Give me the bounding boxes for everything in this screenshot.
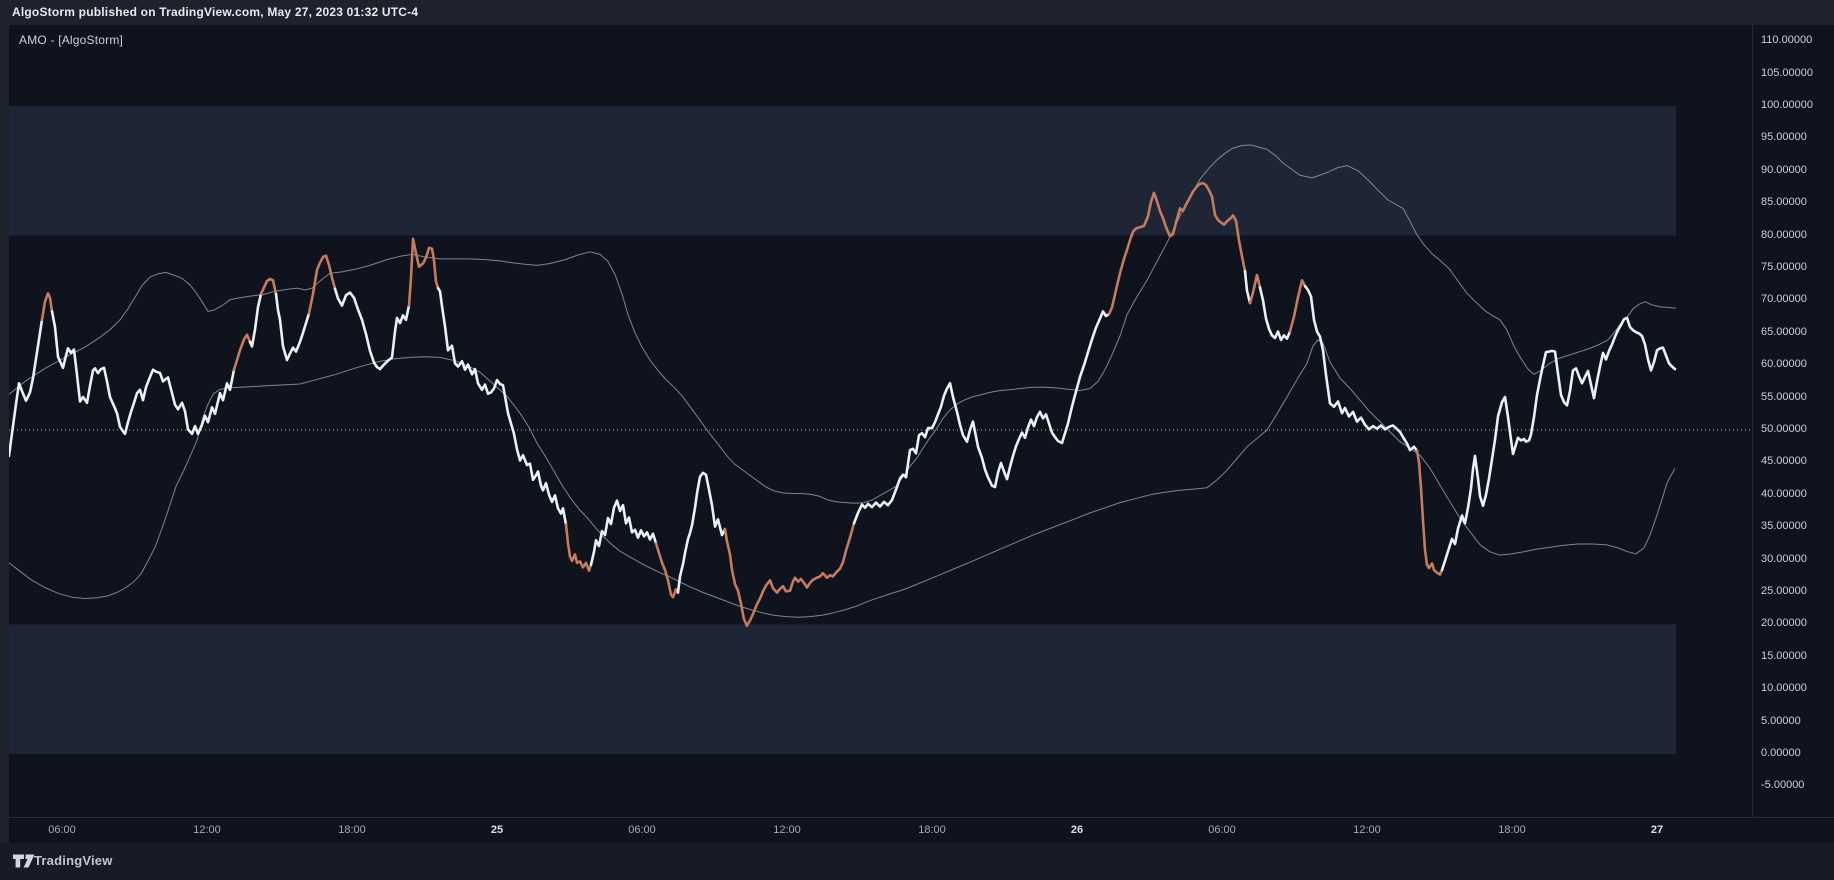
price-label--5: -5.00000 — [1761, 779, 1805, 792]
oscillator-segment-20 — [1258, 286, 1292, 342]
price-label-10: 10.00000 — [1761, 682, 1807, 695]
oscillator-alert-segment-17 — [1107, 181, 1247, 316]
price-label-25: 25.00000 — [1761, 585, 1807, 597]
time-label-25: 25 — [490, 824, 504, 836]
price-label-80: 80.00000 — [1761, 228, 1807, 241]
oscillator-segment-22 — [1303, 284, 1419, 453]
oscillator-segment-10 — [436, 286, 568, 526]
price-label-110: 110.00000 — [1761, 34, 1813, 47]
price-label-95: 95.00000 — [1761, 131, 1807, 144]
time-label-27: 27 — [1650, 824, 1664, 836]
price-label-50: 50.00000 — [1761, 423, 1807, 435]
oscillator-alert-segment-3 — [232, 333, 252, 372]
oscillator-segment-16 — [852, 310, 1111, 525]
oscillator-segment-18 — [1243, 269, 1252, 305]
price-label-60: 60.00000 — [1761, 358, 1807, 371]
oscillator-alert-segment-15 — [723, 521, 856, 628]
oscillator-alert-segment-7 — [307, 254, 337, 315]
oscillator-alert-segment-21 — [1288, 278, 1307, 333]
tradingview-logo-icon[interactable] — [13, 854, 35, 868]
time-label-1200: 12:00 — [773, 824, 801, 836]
oscillator-segment-24 — [1440, 316, 1677, 572]
price-label-70: 70.00000 — [1761, 293, 1807, 306]
price-label-35: 35.00000 — [1761, 520, 1807, 533]
price-label-0: 0.00000 — [1761, 747, 1801, 759]
time-label-0600: 06:00 — [48, 824, 76, 836]
oscillator-segment-4 — [248, 292, 263, 348]
price-axis[interactable]: 110.00000 105.00000 100.00000 95.00000 90.00… — [1752, 25, 1834, 817]
oscillator-alert-segment-23 — [1415, 449, 1444, 576]
time-label-0600: 06:00 — [1208, 824, 1236, 836]
oscillator-segment-8 — [333, 287, 411, 371]
zone-0-20 — [9, 624, 1676, 754]
oscillator-segment-2 — [50, 310, 236, 436]
time-label-1800: 18:00 — [338, 824, 366, 836]
time-label-1200: 12:00 — [1353, 824, 1381, 836]
time-label-0600: 06:00 — [628, 824, 656, 836]
tradingview-wordmark[interactable]: TradingView — [34, 853, 113, 868]
price-label-5: 5.00000 — [1761, 714, 1801, 727]
price-label-20: 20.00000 — [1761, 617, 1807, 630]
branding-bar: TradingView — [0, 843, 1834, 880]
price-label-100: 100.00000 — [1761, 99, 1813, 111]
oscillator-alert-segment-9 — [407, 237, 440, 307]
price-label-65: 65.00000 — [1761, 325, 1807, 338]
price-label-45: 45.00000 — [1761, 455, 1807, 468]
price-label-85: 85.00000 — [1761, 196, 1807, 209]
oscillator-alert-segment-1 — [40, 291, 54, 322]
oscillator-alert-segment-19 — [1248, 273, 1262, 305]
time-label-1200: 12:00 — [193, 824, 221, 836]
time-label-1800: 18:00 — [1498, 824, 1526, 836]
publish-header-bar: AlgoStorm published on TradingView.com, … — [0, 0, 1834, 25]
indicator-title: AMO - [AlgoStorm] — [19, 33, 124, 47]
time-label-26: 26 — [1070, 824, 1084, 836]
price-label-55: 55.00000 — [1761, 390, 1807, 403]
time-label-1800: 18:00 — [918, 824, 946, 836]
price-label-30: 30.00000 — [1761, 552, 1807, 565]
price-label-105: 105.00000 — [1761, 66, 1813, 79]
oscillator-segment-14 — [676, 471, 727, 594]
oscillator-segment-0 — [9, 318, 44, 458]
publish-header-text: AlgoStorm published on TradingView.com, … — [12, 5, 419, 19]
price-label-90: 90.00000 — [1761, 163, 1807, 176]
price-label-40: 40.00000 — [1761, 487, 1807, 500]
oscillator-segment-12 — [589, 499, 658, 567]
zone-80-100 — [9, 106, 1676, 236]
oscillator-alert-segment-13 — [654, 542, 680, 599]
oscillator-alert-segment-11 — [564, 523, 593, 572]
oscillator-alert-segment-5 — [259, 277, 278, 296]
time-axis[interactable]: 06:00 12:00 18:00 25 06:00 12:00 18:00 26 06:00 1… — [9, 817, 1834, 844]
price-label-15: 15.00000 — [1761, 649, 1807, 662]
lower_band-line — [9, 339, 1676, 618]
price-label-75: 75.00000 — [1761, 261, 1807, 273]
oscillator-segment-6 — [274, 292, 311, 362]
